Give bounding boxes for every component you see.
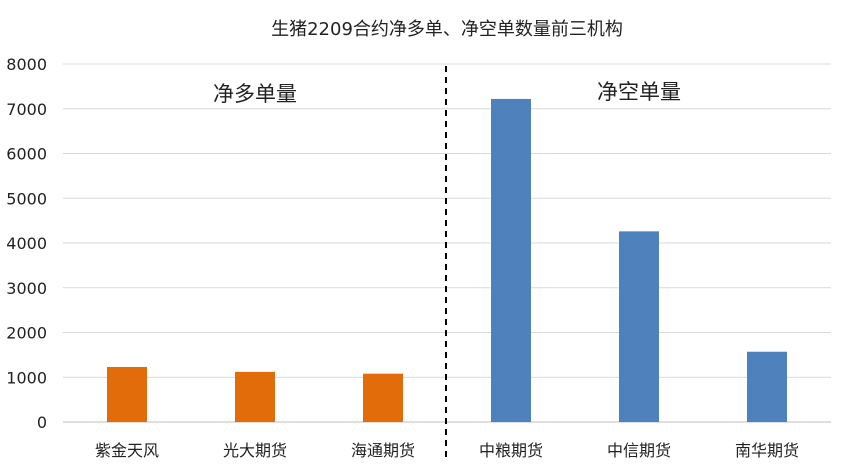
category-label: 南华期货 (735, 441, 799, 460)
net-long-section-label: 净多单量 (213, 82, 297, 106)
bar-2 (235, 371, 275, 422)
y-tick-label: 7000 (6, 100, 47, 119)
net-short-section-label: 净空单量 (597, 80, 681, 104)
bar-6 (747, 351, 787, 422)
y-tick-label: 4000 (6, 234, 47, 253)
x-axis-labels: 紫金天风 光大期货 海通期货 中粮期货 中信期货 南华期货 (95, 441, 799, 460)
chart-title: 生猪2209合约净多单、净空单数量前三机构 (271, 19, 623, 40)
y-tick-label: 8000 (6, 55, 47, 74)
category-label: 中信期货 (607, 441, 671, 460)
bars (107, 98, 787, 422)
y-tick-label: 0 (37, 413, 47, 432)
y-tick-label: 6000 (6, 145, 47, 164)
y-tick-label: 5000 (6, 189, 47, 208)
category-label: 中粮期货 (479, 441, 543, 460)
bar-5 (619, 231, 659, 422)
category-label: 光大期货 (223, 441, 287, 460)
y-axis-ticks: 0 1000 2000 3000 4000 5000 6000 7000 8000 (6, 55, 47, 432)
y-tick-label: 3000 (6, 279, 47, 298)
category-label: 海通期货 (351, 441, 415, 460)
category-label: 紫金天风 (95, 441, 159, 460)
bar-3 (363, 373, 403, 422)
bar-4 (491, 98, 531, 422)
y-tick-label: 1000 (6, 368, 47, 387)
bar-1 (107, 366, 147, 422)
y-tick-label: 2000 (6, 324, 47, 343)
